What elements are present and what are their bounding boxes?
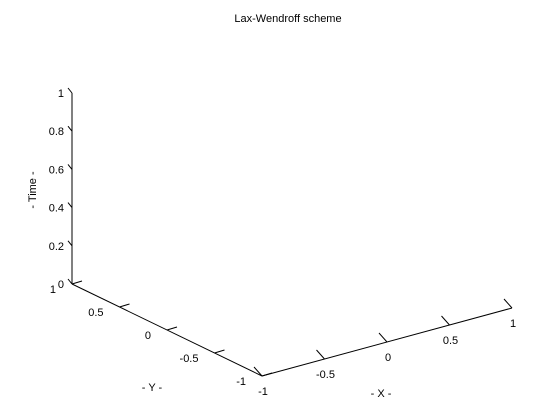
x-tick-mark: [503, 298, 513, 309]
z-tick-mark: [67, 87, 73, 94]
x-tick-label: 0.5: [443, 335, 458, 347]
z-tick-label: 0: [58, 279, 64, 291]
y-tick-mark: [119, 303, 130, 308]
z-tick-mark: [67, 202, 73, 208]
x-tick-mark: [253, 366, 263, 377]
chart-title: Lax-Wendroff scheme: [234, 13, 341, 25]
z-tick-mark: [67, 278, 73, 285]
x-tick-mark: [378, 332, 388, 343]
y-tick-label: -0.5: [180, 353, 199, 365]
z-tick-mark: [67, 164, 73, 170]
x-tick-label: 0: [385, 352, 391, 364]
y-tick-mark: [214, 349, 225, 354]
axes-3d: -1-0.500.51-1-0.500.51 00.20.40.60.81: [49, 87, 516, 398]
y-tick-label: 0.5: [88, 307, 103, 319]
z-tick-mark: [67, 240, 73, 247]
y-tick-mark: [261, 372, 273, 377]
x-tick-label: 1: [510, 318, 516, 330]
y-tick-mark: [166, 326, 178, 331]
y-tick-label: 0: [145, 330, 151, 342]
x-axis-label: - X -: [371, 388, 392, 400]
z-tick-label: 0.8: [49, 126, 64, 138]
z-tick-label: 0.4: [49, 203, 64, 215]
x-tick-mark: [316, 349, 325, 360]
z-tick-label: 0.2: [49, 241, 64, 253]
y-axis-label: - Y -: [142, 382, 163, 394]
x-tick-label: -0.5: [316, 369, 335, 381]
x-tick-label: -1: [258, 386, 268, 398]
z-tick-label: 0.6: [49, 164, 64, 176]
y-tick-mark: [71, 280, 83, 285]
y-tick-label: -1: [236, 376, 246, 388]
x-tick-mark: [441, 315, 450, 326]
z-tick-mark: [67, 125, 73, 132]
z-tick-label: 1: [58, 88, 64, 100]
y-tick-label: 1: [50, 284, 56, 296]
z-axis-label: - Time -: [27, 171, 39, 209]
